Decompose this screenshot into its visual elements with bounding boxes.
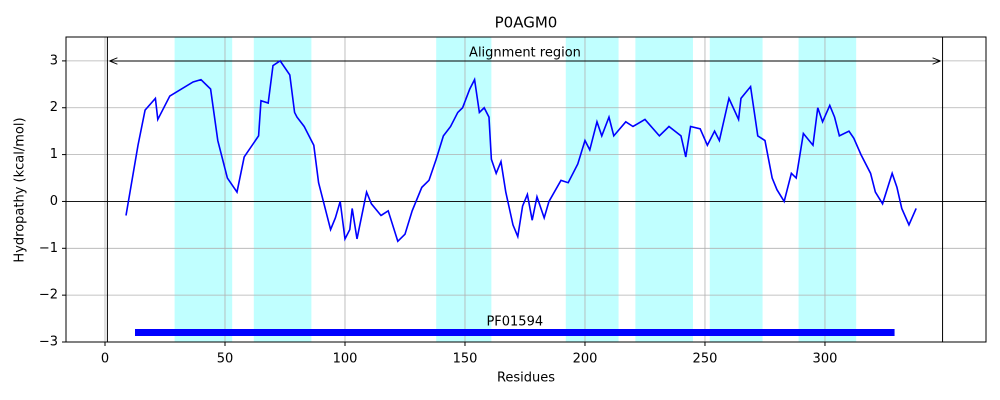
x-tick-label: 200 bbox=[573, 352, 598, 367]
x-axis-label: Residues bbox=[497, 371, 555, 386]
y-tick-label: 0 bbox=[50, 194, 58, 209]
x-tick-label: 100 bbox=[333, 352, 358, 367]
region bbox=[635, 37, 693, 342]
region bbox=[798, 37, 857, 342]
x-tick-label: 150 bbox=[453, 352, 478, 367]
domain-bar bbox=[134, 329, 895, 336]
y-tick-label: 1 bbox=[50, 147, 58, 162]
x-tick-label: 50 bbox=[217, 352, 234, 367]
region bbox=[709, 37, 763, 342]
y-tick-label: −2 bbox=[39, 288, 58, 303]
domain-label: PF01594 bbox=[486, 315, 543, 330]
region bbox=[565, 37, 619, 342]
y-tick-label: −3 bbox=[39, 335, 58, 350]
plot-frame bbox=[65, 36, 987, 343]
alignment-label: Alignment region bbox=[469, 46, 581, 61]
x-tick-label: 300 bbox=[813, 352, 838, 367]
region bbox=[253, 37, 312, 342]
region bbox=[436, 37, 492, 342]
y-tick-label: −1 bbox=[39, 241, 58, 256]
y-axis-label: Hydropathy (kcal/mol) bbox=[13, 117, 28, 262]
x-tick-label: 250 bbox=[693, 352, 718, 367]
y-tick-label: 2 bbox=[50, 100, 58, 115]
hydropathy-line bbox=[125, 59, 917, 243]
x-tick-label: 0 bbox=[101, 352, 109, 367]
chart-title: P0AGM0 bbox=[495, 14, 558, 32]
y-tick-label: 3 bbox=[50, 53, 58, 68]
